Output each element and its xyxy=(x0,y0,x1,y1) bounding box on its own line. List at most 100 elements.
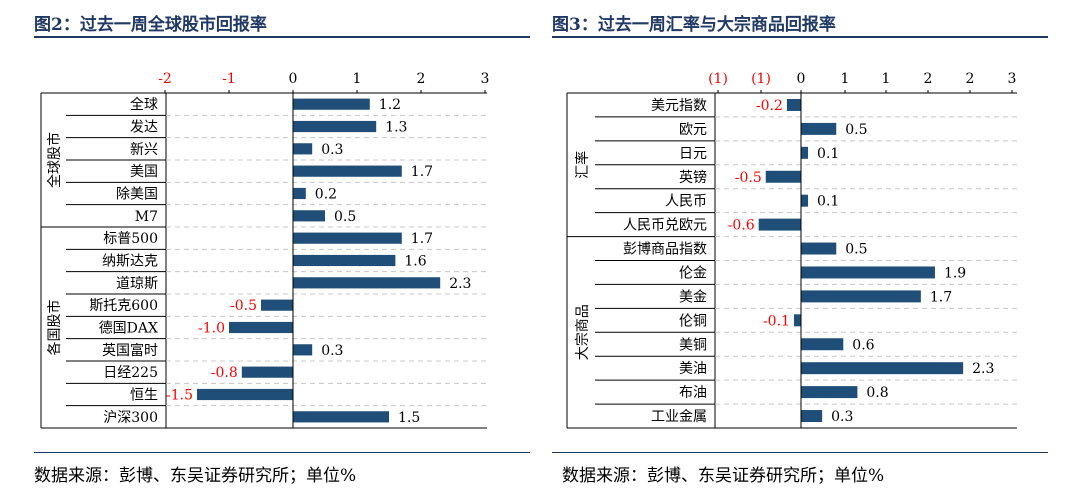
category-label: 发达 xyxy=(130,120,158,136)
data-label: 1.3 xyxy=(385,120,407,136)
category-label: 英镑 xyxy=(679,169,707,186)
data-label: -0.6 xyxy=(728,218,755,234)
category-label: 新兴 xyxy=(130,142,158,158)
bar xyxy=(801,362,964,375)
data-label: 0.1 xyxy=(817,146,839,162)
bar xyxy=(293,411,389,423)
category-label: 彭博商品指数 xyxy=(623,241,707,258)
group-label: 汇率 xyxy=(574,151,591,179)
bar xyxy=(293,232,402,244)
x-tick-label: -1 xyxy=(222,71,236,87)
data-label: 0.5 xyxy=(845,242,867,258)
data-label: 0.5 xyxy=(334,209,356,225)
data-label: 0.8 xyxy=(866,385,888,401)
category-label: 沪深300 xyxy=(103,410,158,426)
bar xyxy=(801,410,823,423)
data-label: 0.3 xyxy=(321,142,343,158)
category-label: 伦铜 xyxy=(679,313,707,329)
bar xyxy=(801,242,837,255)
data-label: 0.1 xyxy=(817,194,839,210)
bar xyxy=(293,254,396,267)
category-label: 纳斯达克 xyxy=(102,254,158,270)
x-tick-label: 2 xyxy=(924,71,933,87)
bar xyxy=(197,388,293,401)
x-tick-label: 3 xyxy=(481,71,490,87)
bar xyxy=(801,194,809,207)
bar xyxy=(293,165,402,177)
category-label: 标普500 xyxy=(103,231,158,247)
data-label: -0.5 xyxy=(735,170,762,186)
data-label: 2.3 xyxy=(449,276,471,292)
x-tick-label: 2 xyxy=(417,71,426,87)
bar xyxy=(293,143,313,155)
source-note: 数据来源：彭博、东吴证券研究所；单位% xyxy=(562,466,885,486)
category-label: 斯托克600 xyxy=(89,298,158,314)
data-label: -0.1 xyxy=(763,313,790,329)
bar xyxy=(758,218,801,231)
data-label: 1.2 xyxy=(379,97,401,113)
category-label: 恒生 xyxy=(130,388,158,404)
bar xyxy=(229,321,293,334)
bar xyxy=(293,210,325,222)
x-tick-label: 1 xyxy=(353,71,362,87)
category-label: 美铜 xyxy=(679,337,707,353)
bar xyxy=(801,290,921,303)
category-label: 除美国 xyxy=(116,187,158,203)
title-rule xyxy=(34,36,530,38)
x-tick-label: 0 xyxy=(289,71,298,87)
x-tick-label: 1 xyxy=(841,71,850,87)
bar xyxy=(293,187,306,200)
category-label: 美金 xyxy=(679,289,707,305)
data-label: 0.6 xyxy=(852,337,874,353)
bar xyxy=(261,299,293,311)
bar xyxy=(293,120,377,133)
bar xyxy=(293,344,313,356)
data-label: 0.5 xyxy=(845,122,867,138)
x-tick-label: (1) xyxy=(751,71,771,87)
bar xyxy=(241,366,293,378)
category-label: 德国DAX xyxy=(99,321,158,337)
data-label: 1.5 xyxy=(398,410,420,426)
bar xyxy=(801,266,935,279)
group-label: 大宗商品 xyxy=(575,304,591,360)
chart-title: 图2：过去一周全球股市回报率 xyxy=(34,15,267,35)
data-label: 2.3 xyxy=(972,361,994,377)
group-label: 全球股市 xyxy=(46,132,63,188)
category-label: 伦金 xyxy=(679,265,707,281)
category-label: 日元 xyxy=(679,146,707,162)
x-tick-label: (1) xyxy=(708,71,728,87)
x-tick-label: 0 xyxy=(797,71,806,87)
x-tick-label: 3 xyxy=(1008,71,1017,87)
bar xyxy=(765,170,801,183)
bar xyxy=(793,314,801,327)
title-rule xyxy=(552,36,1048,38)
source-note: 数据来源：彭博、东吴证券研究所；单位% xyxy=(34,466,357,486)
data-label: -1.5 xyxy=(166,388,193,404)
category-label: 道琼斯 xyxy=(116,276,158,292)
category-label: 日经225 xyxy=(103,365,158,381)
category-label: 全球 xyxy=(130,96,158,113)
bar xyxy=(786,98,801,111)
category-label: 工业金属 xyxy=(651,409,707,425)
x-tick-label: 2 xyxy=(966,71,975,87)
data-label: 0.3 xyxy=(321,343,343,359)
bar xyxy=(293,277,441,289)
x-tick-label: -2 xyxy=(158,71,172,87)
category-label: 人民币 xyxy=(665,194,707,210)
data-label: 1.9 xyxy=(944,265,966,281)
data-label: 0.2 xyxy=(315,187,337,203)
chart-svg-global-equities: -2 -1 0 1 2 3 全球 1.2 发达 1.3 新兴 0.3 美国 1.7 除美国 0.2 M7 0.5 标… xyxy=(40,71,490,429)
category-label: 美国 xyxy=(130,164,158,180)
footer-rule xyxy=(34,452,530,453)
bar xyxy=(801,338,844,351)
data-label: -0.5 xyxy=(230,298,257,314)
chart-svg-fx-commodities: (1) (1) 0 1 1 2 2 3 美元指数 -0.2 欧元 0.5 日元 0.1 英镑 -0.5 人民币 0… xyxy=(566,71,1017,429)
data-label: -1.0 xyxy=(198,321,225,337)
data-label: 1.6 xyxy=(404,254,426,270)
bar xyxy=(801,386,858,399)
data-label: -0.2 xyxy=(756,98,783,114)
category-label: 人民币兑欧元 xyxy=(623,218,707,234)
footer-rule xyxy=(552,452,1048,453)
category-label: 美油 xyxy=(679,361,707,377)
data-label: 1.7 xyxy=(411,164,433,180)
